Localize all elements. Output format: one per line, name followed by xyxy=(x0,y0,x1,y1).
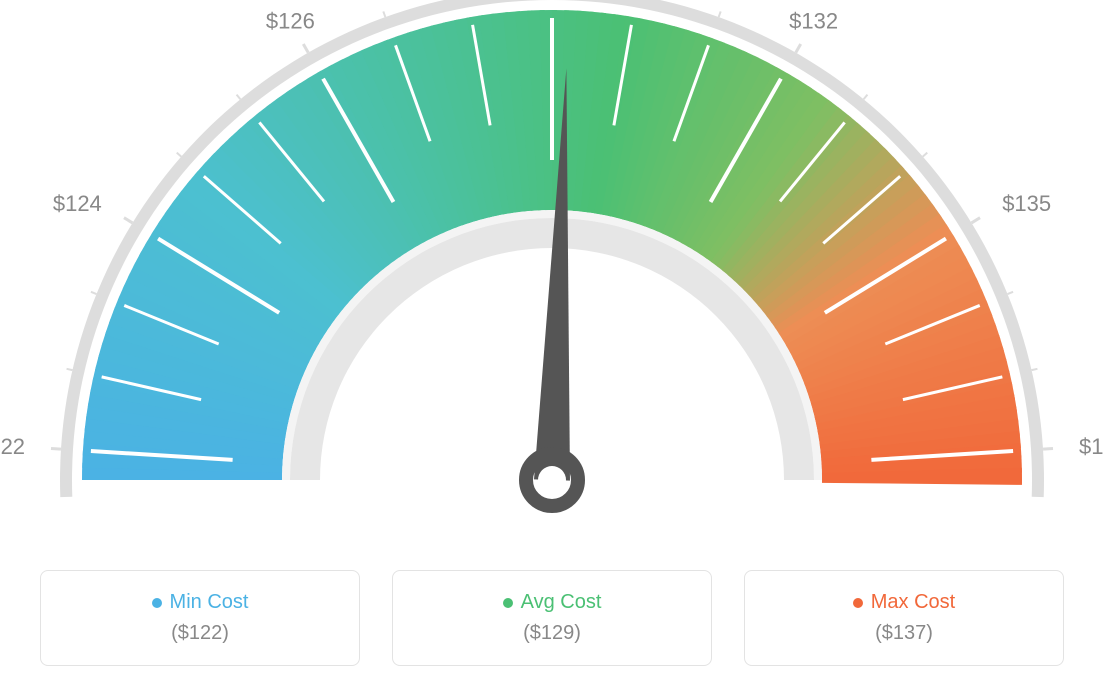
gauge-scale-minor-tick xyxy=(923,153,928,157)
legend-card-max: Max Cost ($137) xyxy=(744,570,1064,666)
legend-card-min: Min Cost ($122) xyxy=(40,570,360,666)
legend-value: ($137) xyxy=(875,622,933,645)
legend-label: Min Cost xyxy=(170,591,249,614)
gauge-scale-minor-tick xyxy=(67,369,73,370)
gauge-scale-minor-tick xyxy=(237,95,241,100)
gauge-scale-minor-tick xyxy=(177,153,182,157)
gauge-chart: $122$124$126$129$132$135$137 xyxy=(0,0,1104,560)
gauge-tick-label: $137 xyxy=(1079,434,1104,459)
gauge-scale-minor-tick xyxy=(864,95,868,100)
gauge-scale-tick xyxy=(796,44,801,53)
dot-icon xyxy=(152,598,162,608)
gauge-scale-minor-tick xyxy=(1008,292,1014,294)
gauge-tick-label: $124 xyxy=(53,191,102,216)
legend-row: Min Cost ($122) Avg Cost ($129) Max Cost… xyxy=(0,560,1104,666)
dot-icon xyxy=(503,598,513,608)
legend-title-min: Min Cost xyxy=(152,591,249,614)
legend-title-max: Max Cost xyxy=(853,591,955,614)
legend-label: Max Cost xyxy=(871,591,955,614)
gauge-scale-tick xyxy=(1043,448,1053,449)
gauge-svg: $122$124$126$129$132$135$137 xyxy=(0,0,1104,560)
legend-value: ($122) xyxy=(171,622,229,645)
gauge-scale-minor-tick xyxy=(91,292,97,294)
gauge-scale-minor-tick xyxy=(719,11,721,17)
gauge-tick-label: $132 xyxy=(789,8,838,33)
gauge-tick-label: $126 xyxy=(266,8,315,33)
gauge-scale-minor-tick xyxy=(383,11,385,17)
gauge-scale-tick xyxy=(124,218,133,223)
gauge-needle-hub-hole xyxy=(538,466,566,494)
dot-icon xyxy=(853,598,863,608)
gauge-tick-label: $122 xyxy=(0,434,25,459)
gauge-scale-minor-tick xyxy=(1032,369,1038,370)
legend-label: Avg Cost xyxy=(521,591,602,614)
gauge-scale-tick xyxy=(51,448,61,449)
gauge-scale-tick xyxy=(303,44,308,53)
gauge-tick-label: $135 xyxy=(1002,191,1051,216)
legend-value: ($129) xyxy=(523,622,581,645)
legend-title-avg: Avg Cost xyxy=(503,591,602,614)
gauge-scale-tick xyxy=(971,218,980,223)
legend-card-avg: Avg Cost ($129) xyxy=(392,570,712,666)
